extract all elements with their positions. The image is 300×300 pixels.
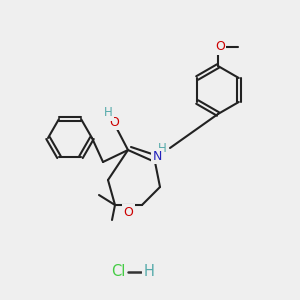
Text: H: H	[144, 265, 154, 280]
Text: H: H	[158, 142, 166, 154]
Text: Cl: Cl	[111, 265, 125, 280]
Text: O: O	[109, 116, 119, 128]
Text: O: O	[215, 40, 225, 53]
Text: O: O	[124, 206, 134, 218]
Text: N: N	[152, 149, 162, 163]
Text: H: H	[103, 106, 112, 119]
